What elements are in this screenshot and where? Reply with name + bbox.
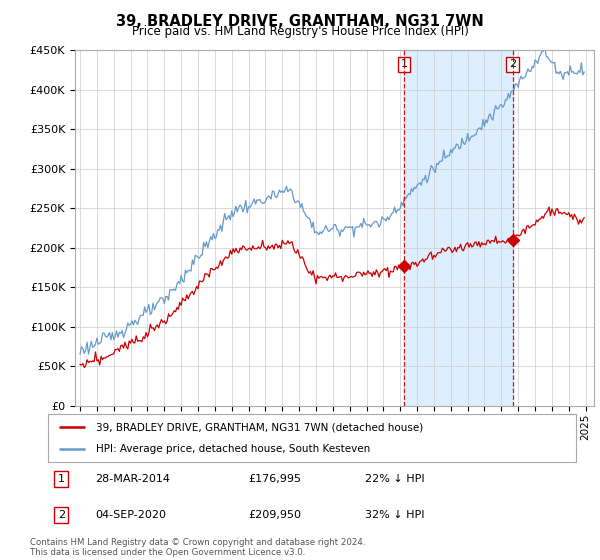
Text: 28-MAR-2014: 28-MAR-2014 bbox=[95, 474, 170, 484]
Text: HPI: Average price, detached house, South Kesteven: HPI: Average price, detached house, Sout… bbox=[95, 444, 370, 454]
Text: Contains HM Land Registry data © Crown copyright and database right 2024.
This d: Contains HM Land Registry data © Crown c… bbox=[30, 538, 365, 557]
Text: 39, BRADLEY DRIVE, GRANTHAM, NG31 7WN (detached house): 39, BRADLEY DRIVE, GRANTHAM, NG31 7WN (d… bbox=[95, 422, 423, 432]
Text: £209,950: £209,950 bbox=[248, 510, 302, 520]
Text: Price paid vs. HM Land Registry's House Price Index (HPI): Price paid vs. HM Land Registry's House … bbox=[131, 25, 469, 38]
Text: £176,995: £176,995 bbox=[248, 474, 302, 484]
Text: 22% ↓ HPI: 22% ↓ HPI bbox=[365, 474, 424, 484]
Text: 2: 2 bbox=[509, 59, 516, 69]
Text: 04-SEP-2020: 04-SEP-2020 bbox=[95, 510, 167, 520]
Text: 1: 1 bbox=[58, 474, 65, 484]
Text: 2: 2 bbox=[58, 510, 65, 520]
Text: 32% ↓ HPI: 32% ↓ HPI bbox=[365, 510, 424, 520]
Text: 1: 1 bbox=[400, 59, 407, 69]
Text: 39, BRADLEY DRIVE, GRANTHAM, NG31 7WN: 39, BRADLEY DRIVE, GRANTHAM, NG31 7WN bbox=[116, 14, 484, 29]
Bar bbox=[404, 50, 512, 406]
